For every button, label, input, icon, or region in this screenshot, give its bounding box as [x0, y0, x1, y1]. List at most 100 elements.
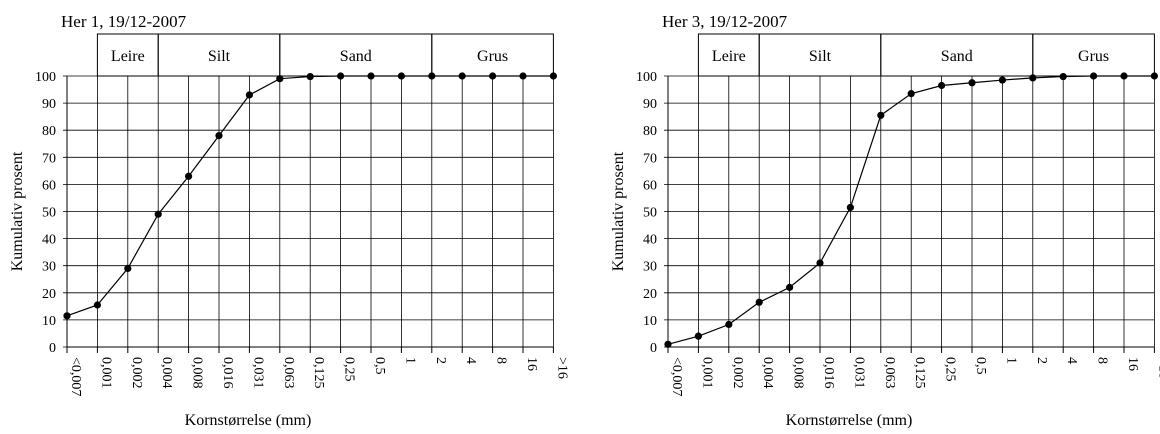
data-point [816, 259, 824, 267]
x-tick-label: 1 [1003, 357, 1018, 364]
data-point [337, 72, 345, 80]
data-point [185, 172, 193, 180]
data-point [968, 79, 976, 87]
y-tick-label: 100 [636, 70, 657, 85]
x-tick-label: 8 [1095, 357, 1110, 364]
data-point [1150, 72, 1158, 80]
y-tick-label: 30 [643, 260, 657, 275]
x-tick-label: 0,125 [311, 357, 326, 389]
data-point [998, 76, 1007, 84]
x-axis-label: Kornstørrelse (mm) [786, 412, 913, 429]
x-tick-label: 4 [463, 357, 478, 364]
y-tick-label: 50 [42, 206, 56, 221]
y-tick-label: 90 [643, 97, 657, 112]
x-tick-label: 0,016 [220, 357, 235, 389]
data-point [1059, 72, 1067, 81]
y-tick-label: 40 [42, 233, 56, 248]
x-axis-label: Kornstørrelse (mm) [185, 412, 312, 429]
x-tick-label: 16 [1125, 357, 1140, 371]
data-point [367, 72, 375, 80]
band-label: Silt [208, 48, 231, 65]
y-tick-label: 90 [42, 97, 56, 112]
data-point [1120, 72, 1128, 80]
data-point [154, 210, 162, 218]
x-tick-label: 1 [402, 357, 417, 364]
data-point [1029, 74, 1037, 82]
x-tick-label: 0,25 [943, 357, 958, 382]
y-tick-label: 0 [49, 341, 56, 356]
band-label: Grus [1078, 48, 1109, 65]
y-tick-label: 100 [35, 70, 56, 85]
x-tick-label: 0,001 [699, 357, 714, 389]
x-tick-label: 4 [1064, 357, 1079, 364]
data-point [489, 72, 497, 80]
x-tick-label: 0,004 [159, 357, 174, 389]
y-tick-label: 50 [643, 206, 657, 221]
data-point [755, 298, 763, 306]
x-tick-label: 2 [1034, 357, 1049, 364]
x-tick-label: <0,007 [68, 357, 83, 396]
x-tick-label: >16 [554, 357, 569, 379]
data-point [846, 203, 855, 212]
x-tick-label: 0,063 [882, 357, 897, 389]
x-tick-label: >16 [1155, 357, 1160, 379]
y-tick-label: 0 [650, 341, 657, 356]
y-tick-label: 80 [643, 124, 657, 139]
data-point [694, 332, 703, 340]
x-tick-label: 0,031 [851, 357, 866, 389]
x-tick-label: 0,031 [250, 357, 265, 389]
data-point [245, 91, 253, 99]
y-tick-label: 70 [643, 151, 657, 166]
data-point [1090, 72, 1098, 80]
x-tick-label: <0,007 [669, 357, 684, 396]
x-tick-label: 0,063 [281, 357, 296, 389]
data-point [215, 132, 223, 140]
data-point [938, 81, 946, 90]
x-tick-label: 0,008 [190, 357, 205, 389]
data-point [664, 340, 672, 348]
data-point [93, 301, 101, 309]
x-tick-label: 0,004 [760, 357, 775, 389]
y-tick-label: 70 [42, 151, 56, 166]
band-label: Sand [340, 48, 372, 65]
x-tick-label: 0,002 [730, 357, 745, 389]
x-tick-label: 0,5 [372, 357, 387, 375]
y-axis-label: Kumulativ prosent [610, 151, 627, 271]
y-tick-label: 20 [643, 287, 657, 302]
data-point [907, 90, 915, 98]
data-point [725, 320, 733, 329]
data-point [428, 72, 436, 80]
data-point [306, 72, 314, 81]
x-tick-label: 16 [524, 357, 539, 371]
y-tick-label: 60 [42, 178, 56, 193]
data-point [124, 264, 132, 273]
band-label: Leire [712, 48, 746, 65]
y-tick-label: 20 [42, 287, 56, 302]
y-tick-label: 60 [643, 178, 657, 193]
band-label: Sand [941, 48, 973, 65]
x-tick-label: 0,002 [129, 357, 144, 389]
x-tick-label: 0,001 [98, 357, 113, 389]
x-tick-label: 0,125 [912, 357, 927, 389]
y-tick-label: 40 [643, 233, 657, 248]
band-label: Leire [111, 48, 145, 65]
y-tick-label: 10 [42, 314, 56, 329]
data-point [786, 283, 794, 291]
x-tick-label: 0,5 [973, 357, 988, 375]
data-point [877, 111, 885, 119]
chart-panel-1: Her 1, 19/12-2007 Leire Silt Sand Grus 0 10 20 3… [9, 12, 569, 429]
x-tick-label: 8 [494, 357, 509, 364]
y-tick-label: 10 [643, 314, 657, 329]
data-point [458, 72, 466, 80]
data-point [549, 72, 558, 80]
x-tick-label: 0,008 [791, 357, 806, 389]
data-point [276, 75, 284, 83]
chart-title: Her 1, 19/12-2007 [61, 12, 187, 31]
band-label: Silt [809, 48, 832, 65]
band-label: Grus [477, 48, 508, 65]
data-point [63, 312, 71, 320]
chart-title: Her 3, 19/12-2007 [662, 12, 788, 31]
chart-panel-2: Her 3, 19/12-2007 Leire Silt Sand Grus 0 10 20 3… [610, 12, 1160, 429]
